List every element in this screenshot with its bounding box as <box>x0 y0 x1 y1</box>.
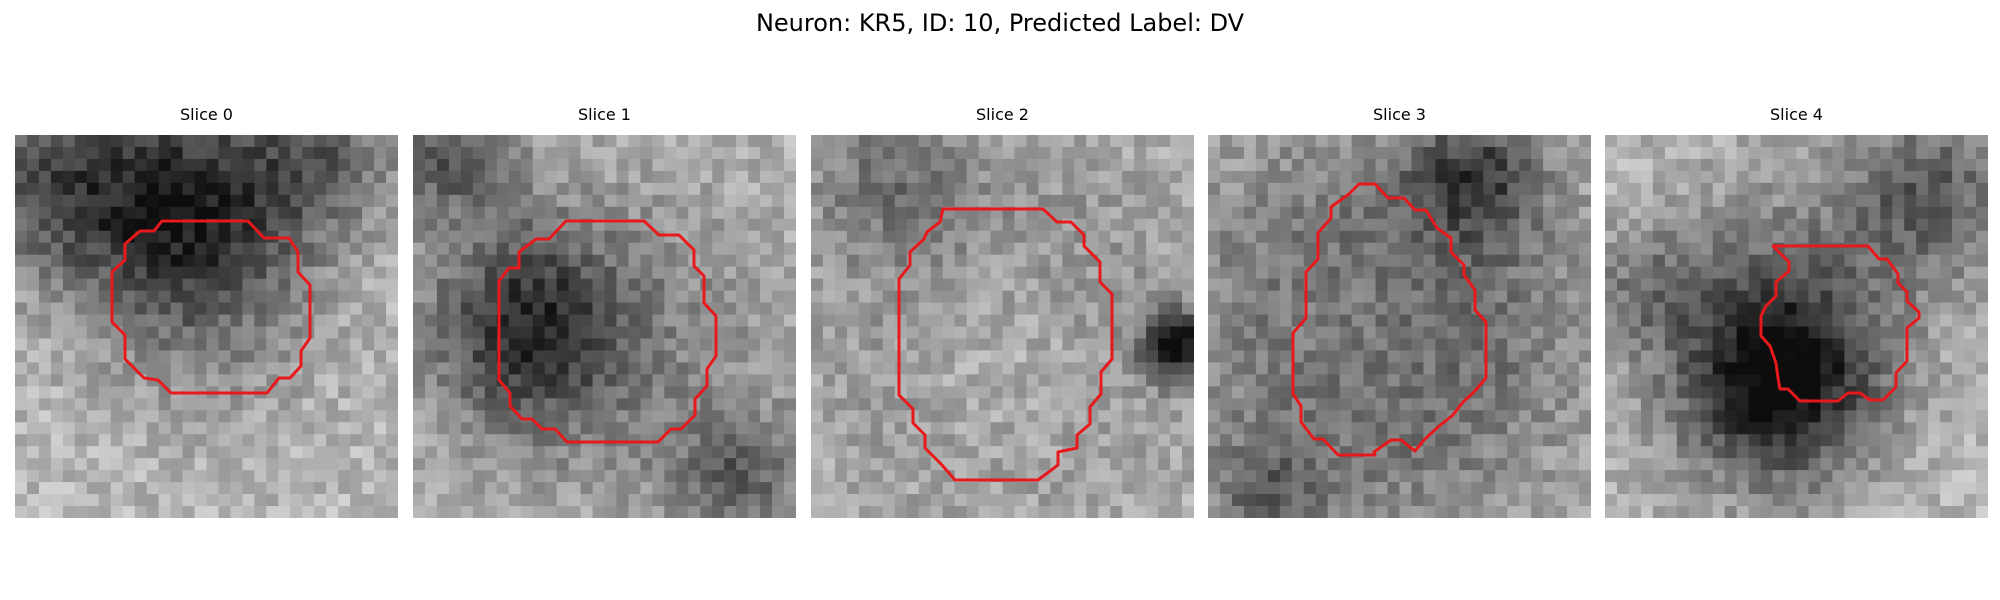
slice-image-3 <box>1208 135 1591 518</box>
slice-image-1 <box>413 135 796 518</box>
slice-panel-4: Slice 4 <box>1605 104 1988 530</box>
slice-title-3: Slice 3 <box>1373 105 1426 124</box>
slice-panel-0: Slice 0 <box>15 104 398 530</box>
roi-contour-2 <box>897 207 1114 482</box>
figure-title: Neuron: KR5, ID: 10, Predicted Label: DV <box>755 9 1245 37</box>
slice-panel-1: Slice 1 <box>413 104 796 530</box>
slice-title-0: Slice 0 <box>180 105 233 124</box>
slice-image-2 <box>811 135 1194 518</box>
slice-image-4 <box>1605 135 1988 518</box>
roi-contour-3 <box>1291 182 1488 457</box>
roi-contour-4 <box>1759 244 1921 403</box>
slice-image-0 <box>15 135 398 518</box>
slice-panel-3: Slice 3 <box>1208 104 1591 530</box>
slice-title-1: Slice 1 <box>578 105 631 124</box>
roi-contour-0 <box>110 219 312 395</box>
slice-panel-2: Slice 2 <box>811 104 1194 530</box>
roi-contour-1 <box>497 219 718 444</box>
slice-title-2: Slice 2 <box>976 105 1029 124</box>
slice-title-4: Slice 4 <box>1770 105 1823 124</box>
